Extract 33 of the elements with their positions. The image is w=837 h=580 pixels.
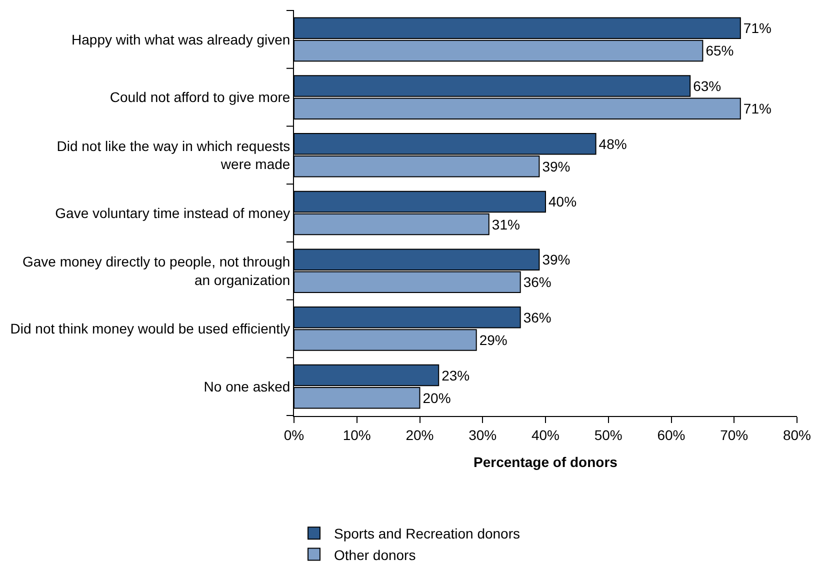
y-tick-label: Did not like the way in which requests were made xyxy=(56,138,290,172)
y-tick-label: No one asked xyxy=(204,378,290,394)
y-tick-label: Gave money directly to people, not through an organization xyxy=(22,254,290,288)
data-label: 36% xyxy=(523,274,552,290)
x-tick-label: 0% xyxy=(284,426,304,443)
data-label: 71% xyxy=(743,100,772,117)
x-axis-title: Percentage of donors xyxy=(474,454,618,470)
y-tick-label: Happy with what was already given xyxy=(72,31,290,48)
data-label: 31% xyxy=(492,216,520,232)
data-label: 40% xyxy=(548,194,577,210)
x-tick-label: 70% xyxy=(720,426,748,443)
x-tick-label: 80% xyxy=(782,426,812,443)
data-label: 20% xyxy=(422,390,451,406)
x-tick-label: 50% xyxy=(594,426,622,443)
data-label: 48% xyxy=(598,136,627,152)
x-tick-label: 60% xyxy=(657,426,686,443)
y-tick-label: Gave voluntary time instead of money xyxy=(55,204,290,221)
x-tick-label: 20% xyxy=(406,426,434,443)
data-label: 23% xyxy=(442,367,470,384)
x-tick-label: 40% xyxy=(531,426,560,443)
data-label: 29% xyxy=(479,332,508,348)
legend-label: Other donors xyxy=(334,546,416,563)
data-label: 63% xyxy=(693,78,722,94)
legend-label: Sports and Recreation donors xyxy=(334,526,520,542)
y-tick-label: Did not think money would be used efficiently xyxy=(10,320,290,337)
data-label: 39% xyxy=(542,158,570,174)
data-label: 36% xyxy=(523,309,552,326)
data-label: 39% xyxy=(542,252,570,268)
x-tick-label: 10% xyxy=(342,426,371,443)
y-tick-label: Could not afford to give more xyxy=(110,89,290,106)
x-tick-label: 30% xyxy=(468,426,497,443)
data-label: 71% xyxy=(743,20,772,36)
data-label: 65% xyxy=(706,42,734,59)
